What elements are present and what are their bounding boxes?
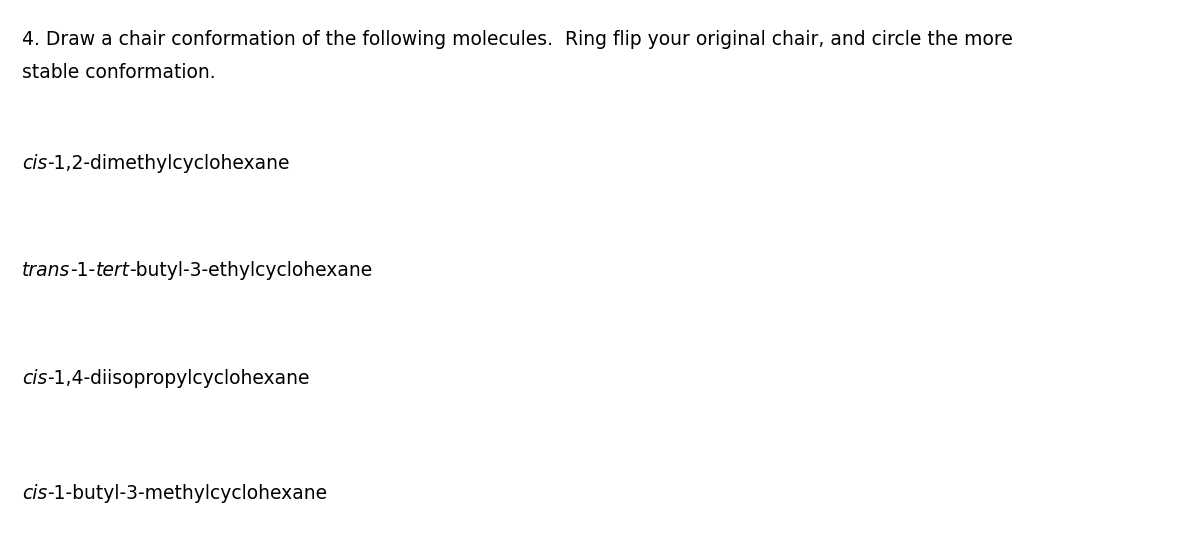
- Text: 4. Draw a chair conformation of the following molecules.  Ring flip your origina: 4. Draw a chair conformation of the foll…: [22, 30, 1013, 50]
- Text: cis: cis: [22, 154, 47, 173]
- Text: -1,2-dimethylcyclohexane: -1,2-dimethylcyclohexane: [47, 154, 289, 173]
- Text: -1-: -1-: [71, 261, 95, 280]
- Text: -1-butyl-3-methylcyclohexane: -1-butyl-3-methylcyclohexane: [47, 484, 328, 503]
- Text: -butyl-3-ethylcyclohexane: -butyl-3-ethylcyclohexane: [130, 261, 373, 280]
- Text: -1,4-diisopropylcyclohexane: -1,4-diisopropylcyclohexane: [47, 368, 310, 388]
- Text: trans: trans: [22, 261, 71, 280]
- Text: stable conformation.: stable conformation.: [22, 63, 216, 82]
- Text: cis: cis: [22, 484, 47, 503]
- Text: cis: cis: [22, 368, 47, 388]
- Text: tert: tert: [95, 261, 130, 280]
